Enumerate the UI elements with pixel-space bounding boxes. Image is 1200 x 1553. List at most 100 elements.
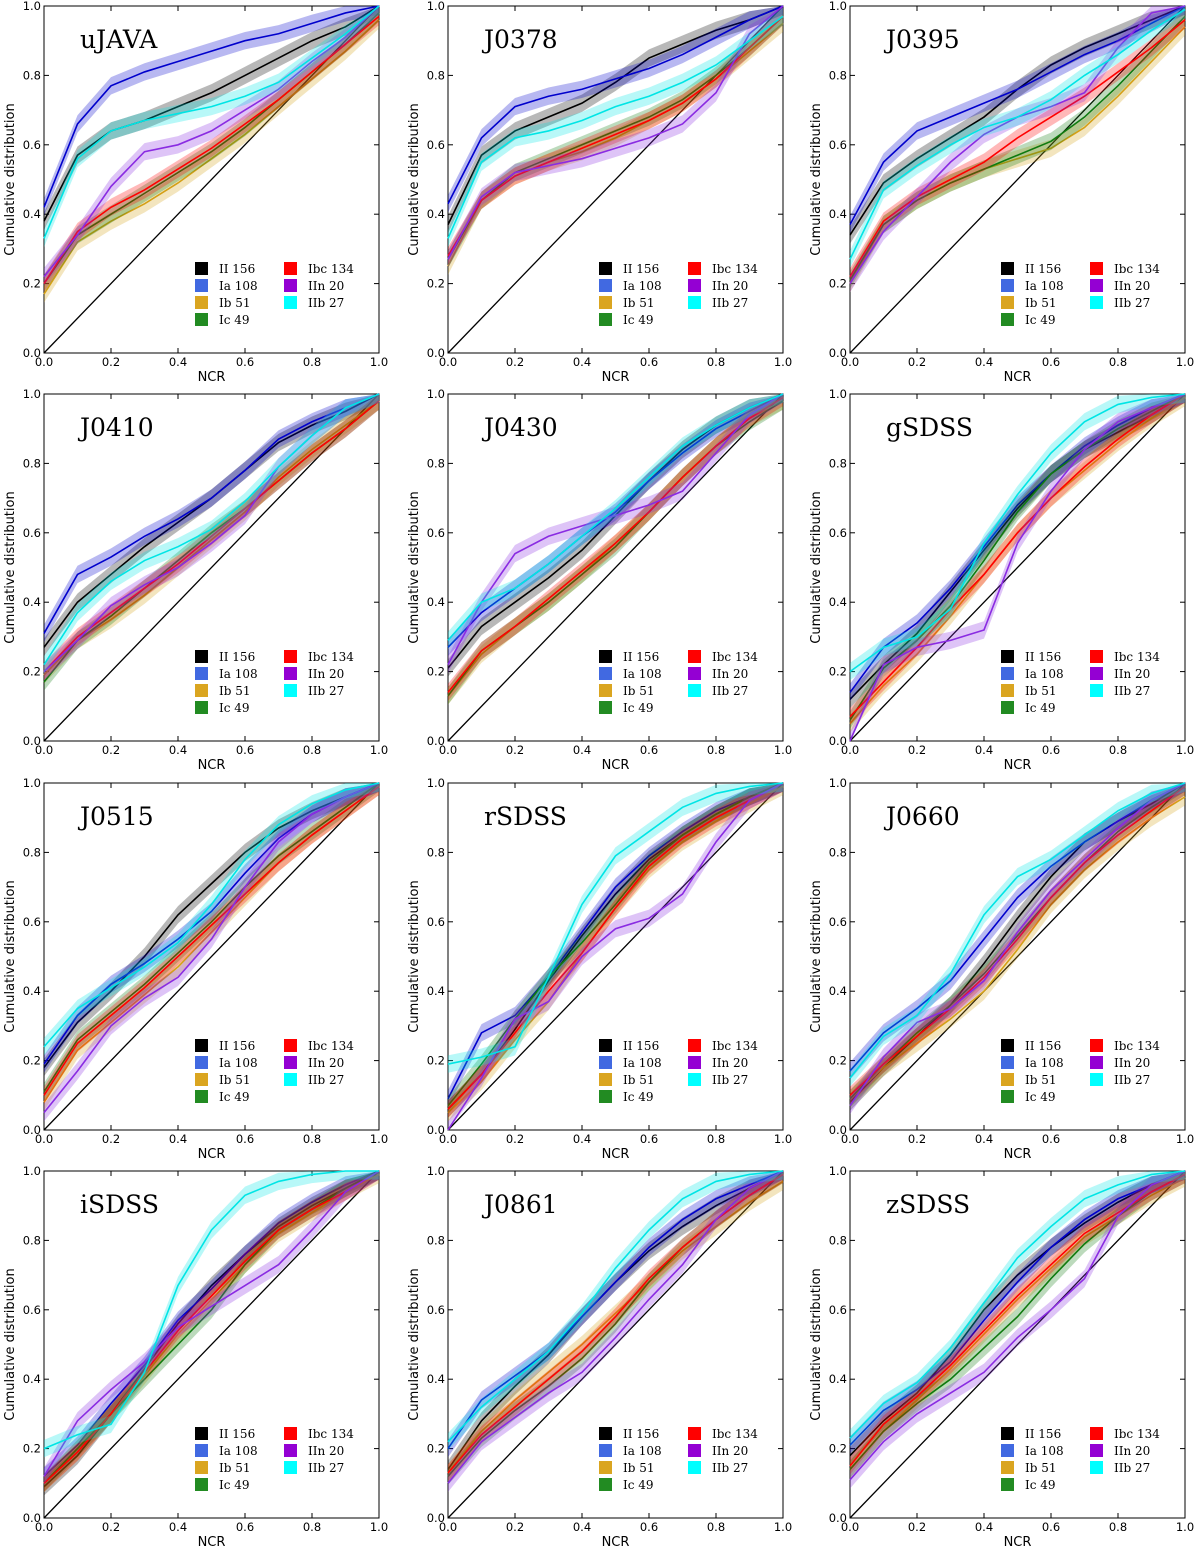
x-tick-label: 0.2: [506, 355, 524, 369]
y-tick-label: 0.6: [23, 138, 41, 152]
band-ia: [44, 6, 379, 216]
y-tick-label: 0.2: [427, 277, 445, 291]
panel-j0378: 0.0 0.2 0.4 0.6 0.8 1.0 0.0 0.2 0.4 0.6 0.8 1.0 NCR C…: [407, 0, 792, 385]
series-line-ib: [849, 796, 1186, 1100]
legend-swatch-iib: [1090, 684, 1103, 697]
legend-swatch-ibc: [1090, 1039, 1103, 1052]
legend-swatch-iib: [688, 1461, 701, 1474]
x-tick-label: 0.0: [35, 1132, 53, 1146]
legend-swatch-ii: [1001, 650, 1014, 663]
panel-title: iSDSS: [80, 1190, 159, 1219]
series-line-ibc: [447, 782, 784, 1110]
y-tick-label: 1.0: [829, 1164, 847, 1178]
legend-swatch-ibc: [688, 262, 701, 275]
legend-swatch-iin: [1090, 279, 1103, 292]
legend-swatch-ic: [599, 1478, 612, 1491]
x-tick-label: 0.8: [707, 355, 725, 369]
legend-label-ia: Ia 108: [219, 1444, 258, 1458]
series-line-iib: [447, 393, 784, 641]
series-line-ibc: [849, 785, 1186, 1096]
legend-label-ibc: Ibc 134: [712, 1427, 758, 1441]
band-iin: [44, 394, 379, 681]
legend-label-ii: II 156: [219, 650, 255, 664]
x-tick-label: 1.0: [774, 1520, 792, 1534]
series-line-ic: [447, 782, 784, 1107]
band-ib: [448, 394, 783, 705]
series-line-iib: [43, 1170, 379, 1450]
band-ibc: [850, 783, 1185, 1104]
x-tick-label: 0.4: [975, 1132, 993, 1146]
x-tick-label: 0.8: [707, 743, 725, 757]
legend-label-iin: IIn 20: [308, 667, 344, 681]
y-tick-label: 0.4: [427, 984, 445, 998]
legend-swatch-ib: [1001, 1461, 1014, 1474]
y-tick-label: 0.6: [829, 915, 847, 929]
legend-label-iib: IIb 27: [712, 684, 748, 698]
legend-swatch-ia: [1001, 667, 1014, 680]
band-ib: [850, 1171, 1185, 1479]
series-line-ia: [447, 782, 784, 1100]
legend-swatch-iib: [688, 296, 701, 309]
series-line-iib: [849, 393, 1186, 673]
series-line-ib: [849, 1177, 1186, 1470]
legend-swatch-ii: [1001, 262, 1014, 275]
legend-swatch-iin: [284, 279, 297, 292]
series-line-iin: [849, 782, 1186, 1107]
series-line-iin: [447, 5, 784, 260]
y-tick-label: 1.0: [829, 387, 847, 401]
band-ib: [448, 783, 783, 1122]
legend-label-ic: Ic 49: [219, 313, 250, 327]
x-tick-label: 0.2: [102, 1520, 120, 1534]
y-tick-label: 0.2: [427, 1054, 445, 1068]
y-tick-label: 1.0: [427, 1164, 445, 1178]
series-line-ia: [849, 782, 1186, 1072]
y-tick-label: 0.6: [427, 138, 445, 152]
y-tick-label: 0.0: [829, 346, 847, 360]
legend-label-ibc: Ibc 134: [1114, 650, 1160, 664]
legend-label-ic: Ic 49: [1025, 313, 1056, 327]
series-line-ia: [849, 5, 1186, 225]
legend-swatch-ia: [1001, 1444, 1014, 1457]
band-iib: [44, 6, 379, 248]
x-tick-label: 0.0: [35, 743, 53, 757]
legend-swatch-ib: [1001, 684, 1014, 697]
legend-swatch-iin: [284, 1444, 297, 1457]
legend: II 156 Ia 108 Ib 51 Ic 49 Ibc 134 IIn 20 IIb 2…: [195, 1039, 354, 1104]
legend-label-ic: Ic 49: [1025, 1478, 1056, 1492]
legend-swatch-ibc: [688, 1427, 701, 1440]
legend-label-ibc: Ibc 134: [712, 262, 758, 276]
legend: II 156 Ia 108 Ib 51 Ic 49 Ibc 134 IIn 20 IIb 2…: [599, 1039, 758, 1104]
legend-swatch-ib: [1001, 296, 1014, 309]
band-ibc: [44, 7, 379, 293]
legend-swatch-iib: [688, 1073, 701, 1086]
x-tick-label: 0.2: [908, 1132, 926, 1146]
legend-swatch-ia: [195, 279, 208, 292]
x-tick-label: 0.2: [506, 743, 524, 757]
band-ii: [44, 6, 379, 230]
legend-label-ibc: Ibc 134: [308, 1427, 354, 1441]
legend-label-ib: Ib 51: [1025, 684, 1057, 698]
y-tick-label: 0.4: [829, 207, 847, 221]
legend-swatch-ia: [1001, 279, 1014, 292]
legend-label-iib: IIb 27: [712, 1073, 748, 1087]
legend: II 156 Ia 108 Ib 51 Ic 49 Ibc 134 IIn 20 IIb 2…: [1001, 650, 1160, 715]
legend-label-ib: Ib 51: [219, 1461, 251, 1475]
y-tick-label: 0.4: [829, 1372, 847, 1386]
panel-isdss: 0.0 0.2 0.4 0.6 0.8 1.0 0.0 0.2 0.4 0.6 0.8 1.0 NCR C…: [3, 1164, 388, 1550]
panel-j0410: 0.0 0.2 0.4 0.6 0.8 1.0 0.0 0.2 0.4 0.6 0.8 1.0 NCR C…: [3, 387, 388, 773]
y-tick-label: 0.2: [23, 1054, 41, 1068]
legend-label-iin: IIn 20: [1114, 1444, 1150, 1458]
legend-label-ib: Ib 51: [1025, 296, 1057, 310]
legend-swatch-iib: [688, 684, 701, 697]
legend-label-iib: IIb 27: [712, 1461, 748, 1475]
legend-label-iib: IIb 27: [308, 1073, 344, 1087]
series-line-iin: [849, 1170, 1186, 1481]
y-tick-label: 0.8: [427, 845, 445, 859]
legend-swatch-ic: [1001, 313, 1014, 326]
legend-swatch-iin: [688, 279, 701, 292]
band-ic: [448, 1171, 783, 1486]
legend-label-ii: II 156: [623, 1427, 659, 1441]
y-tick-label: 0.4: [427, 1372, 445, 1386]
legend-label-ibc: Ibc 134: [712, 650, 758, 664]
legend-swatch-ia: [599, 279, 612, 292]
